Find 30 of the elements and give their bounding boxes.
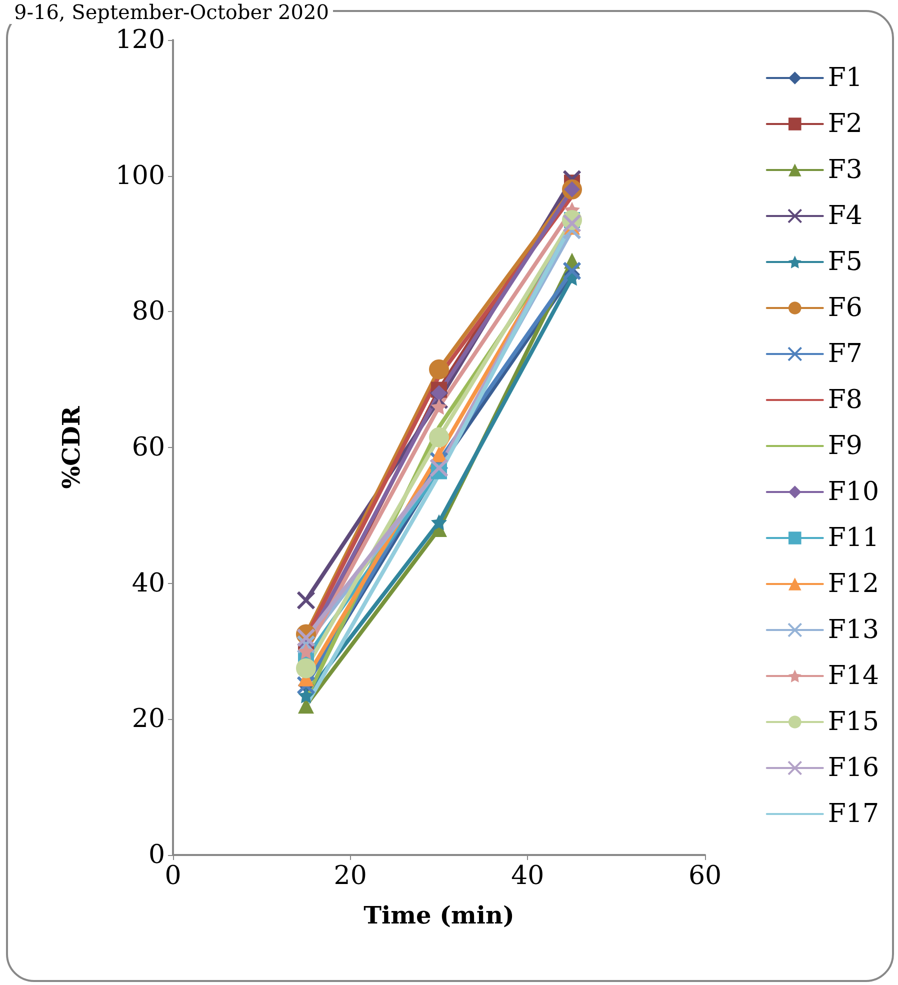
legend-label: F16 [828,753,879,783]
y-tick-label: 60 [132,432,165,462]
legend-label: F8 [828,385,862,415]
y-tick-label: 40 [132,568,165,598]
legend-label: F1 [828,63,862,93]
legend-label: F13 [828,615,879,645]
legend-label: F12 [828,569,879,599]
y-tick-label: 20 [132,704,165,734]
legend-label: F15 [828,707,879,737]
legend-label: F4 [828,201,862,231]
legend-label: F11 [828,523,879,553]
y-axis-title: %CDR [56,405,86,489]
y-tick-label: 120 [115,25,165,55]
legend-label: F10 [828,477,879,507]
y-tick-label: 80 [132,296,165,327]
x-axis-title: Time (min) [364,900,514,930]
legend-label: F5 [828,247,862,277]
legend-label: F9 [828,431,862,461]
x-tick-label: 60 [688,861,722,891]
y-tick-label: 100 [115,160,165,191]
legend-label: F2 [828,109,862,139]
legend-label: F17 [828,799,879,829]
legend-label: F6 [828,293,862,323]
x-tick-label: 20 [334,861,367,891]
legend-label: F14 [828,661,879,691]
text: 9-16, September-October 2020 [10,0,333,24]
legend-label: F7 [828,339,862,369]
x-tick-label: 40 [511,861,544,891]
y-tick-label: 0 [148,840,165,870]
legend-label: F3 [828,155,862,185]
